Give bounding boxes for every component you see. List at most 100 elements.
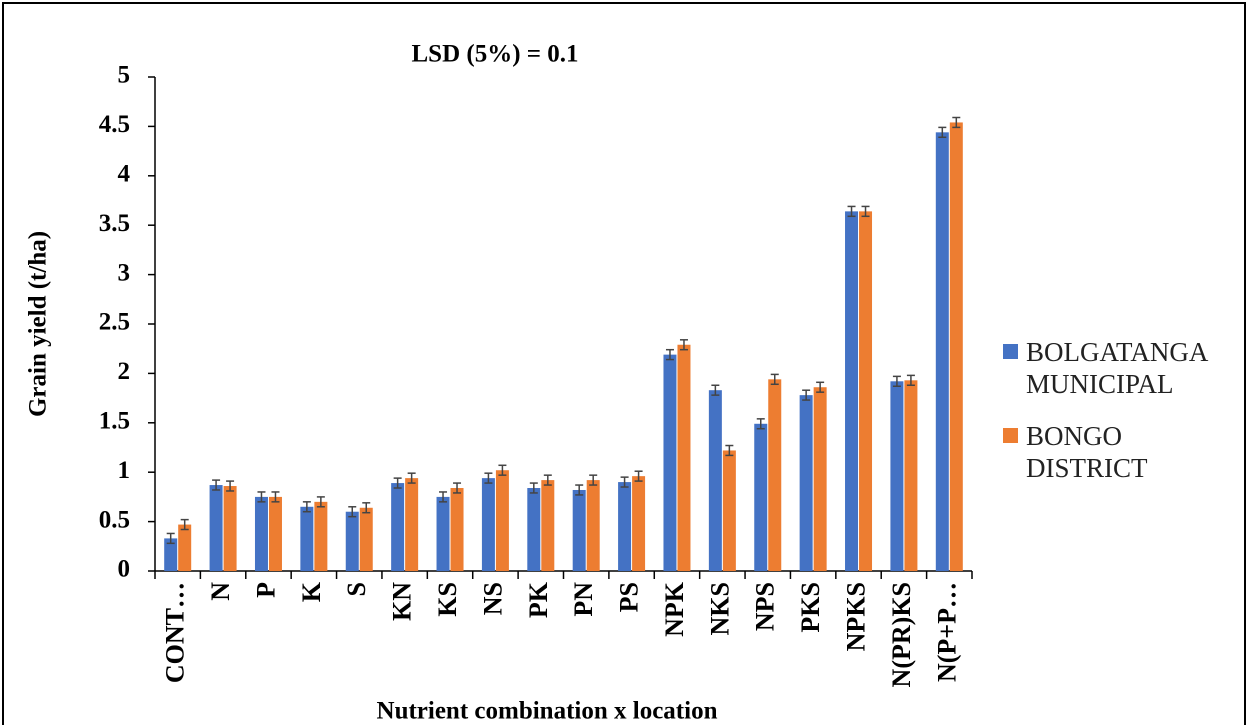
x-axis-title: Nutrient combination x location (377, 698, 718, 725)
error-bar (892, 375, 901, 387)
error-bar (316, 496, 325, 508)
bar (586, 480, 600, 571)
y-tick-label: 0.5 (99, 506, 130, 533)
bar (799, 395, 813, 571)
error-bar (847, 205, 856, 218)
x-tick-label: NKS (705, 582, 734, 635)
bar (904, 380, 918, 571)
bar (859, 211, 873, 572)
error-bar (212, 479, 221, 491)
legend-swatch (1003, 428, 1018, 443)
legend-label: BONGO DISTRICT (1026, 421, 1148, 483)
x-tick-label: P (251, 582, 280, 598)
bar (890, 381, 904, 571)
y-tick-label: 2.5 (99, 309, 130, 336)
bar (254, 496, 268, 571)
bar (708, 390, 722, 571)
error-bar (634, 470, 643, 482)
x-tick-label: NS (478, 582, 507, 615)
bar (391, 483, 405, 571)
error-bar (756, 418, 765, 430)
bar (481, 478, 495, 571)
error-bar (711, 384, 720, 396)
y-tick-label: 2 (118, 358, 131, 385)
bar (722, 450, 736, 571)
x-tick-label: PS (615, 582, 644, 612)
bar (935, 132, 949, 571)
x-tick-label: NPKS (841, 582, 870, 651)
error-bar (271, 491, 280, 503)
x-tick-label: S (342, 582, 371, 596)
bar (359, 507, 373, 571)
error-bar (362, 502, 371, 514)
y-tick-label: 3 (118, 259, 131, 286)
bar (405, 478, 419, 571)
error-bar (725, 444, 734, 457)
error-bar (407, 472, 416, 484)
legend: BOLGATANGA MUNICIPAL BONGO DISTRICT (1000, 336, 1232, 504)
error-bar (952, 116, 961, 129)
error-bar (439, 491, 448, 503)
bar (436, 496, 450, 571)
error-bar (529, 482, 538, 494)
error-bar (802, 389, 811, 401)
y-tick-label: 5 (118, 62, 131, 89)
x-tick-label: CONT… (161, 582, 190, 683)
y-axis-title: Grain yield (t/ha) (25, 231, 52, 417)
bar (677, 344, 691, 571)
error-bar (589, 474, 598, 486)
legend-label: BOLGATANGA MUNICIPAL (1026, 337, 1207, 399)
error-bar (770, 373, 779, 386)
bar (495, 470, 509, 571)
error-bar (348, 506, 357, 518)
error-bar (257, 491, 266, 503)
error-bar (665, 348, 674, 361)
bar (527, 488, 541, 571)
bar (813, 387, 827, 571)
legend-item: BONGO DISTRICT (1000, 420, 1232, 484)
error-bar (484, 472, 493, 484)
error-bar (861, 205, 870, 218)
bar (618, 482, 632, 571)
bar (209, 485, 223, 571)
bar (345, 511, 359, 571)
error-bar (816, 381, 825, 393)
x-tick-label: KS (433, 582, 462, 617)
y-tick-label: 4 (118, 161, 131, 188)
bar (223, 486, 237, 571)
x-tick-label: NPS (751, 582, 780, 631)
bar (768, 379, 782, 571)
x-tick-label: K (297, 581, 326, 602)
x-tick-label: N(PR)KS (887, 582, 916, 687)
x-tick-label: KN (388, 582, 417, 621)
y-tick-label: 1.5 (99, 408, 130, 435)
x-tick-label: PN (569, 582, 598, 617)
bar (632, 476, 646, 571)
error-bar (543, 474, 552, 486)
y-tick-label: 3.5 (99, 210, 130, 237)
x-tick-label: NPK (660, 581, 689, 637)
error-bar (575, 484, 584, 496)
bar (268, 496, 282, 571)
error-bar (679, 339, 688, 351)
error-bar (180, 518, 189, 531)
bar (845, 211, 859, 572)
bar (450, 488, 464, 571)
error-bar (906, 374, 915, 387)
error-bar (498, 464, 507, 476)
y-tick-label: 0 (118, 556, 131, 583)
error-bar (302, 501, 311, 513)
bar (314, 501, 328, 571)
y-tick-label: 1 (118, 457, 131, 484)
bar (300, 506, 314, 571)
error-bar (938, 126, 947, 139)
bar (164, 538, 178, 571)
bar (949, 122, 963, 571)
error-bar (453, 482, 462, 494)
bar (572, 489, 586, 571)
chart-title: LSD (5%) = 0.1 (411, 41, 578, 68)
bar (663, 354, 677, 571)
